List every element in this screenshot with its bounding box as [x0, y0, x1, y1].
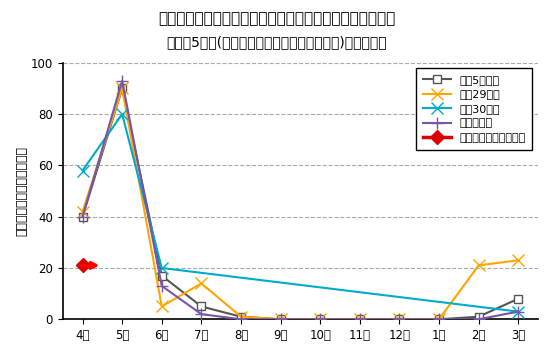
過去5年平均 — [475, 315, 482, 319]
令和元年度 — [317, 317, 324, 321]
令和元年度 — [238, 317, 244, 321]
Line: 令和元年度: 令和元年度 — [77, 75, 524, 325]
平成29年度 — [515, 258, 521, 262]
平成29年度 — [159, 304, 165, 308]
過去5年平均 — [159, 273, 165, 278]
令和元年度 — [277, 317, 284, 321]
平成29年度 — [238, 315, 244, 319]
令和元年度 — [357, 317, 363, 321]
Y-axis label: 環境基準超過時間（時間）: 環境基準超過時間（時間） — [15, 146, 28, 236]
平成30年度 — [79, 169, 86, 173]
Legend: 過去5年平均, 平成29年度, 平成30年度, 令和元年度, 令和２年度（速報値）: 過去5年平均, 平成29年度, 平成30年度, 令和元年度, 令和２年度（速報値… — [416, 69, 533, 150]
過去5年平均 — [79, 215, 86, 219]
平成30年度 — [119, 112, 126, 116]
令和元年度 — [159, 284, 165, 288]
過去5年平均 — [119, 86, 126, 91]
過去5年平均 — [317, 317, 324, 321]
過去5年平均 — [198, 304, 205, 308]
Line: 平成30年度: 平成30年度 — [77, 109, 524, 317]
平成29年度 — [79, 210, 86, 214]
Text: グラフ：岩手県内の光化学オキシダント環境基準超過状況: グラフ：岩手県内の光化学オキシダント環境基準超過状況 — [158, 11, 395, 26]
平成29年度 — [396, 317, 403, 321]
平成29年度 — [317, 317, 324, 321]
令和元年度 — [396, 317, 403, 321]
過去5年平均 — [357, 317, 363, 321]
Line: 過去5年平均: 過去5年平均 — [79, 84, 523, 323]
令和元年度 — [79, 215, 86, 219]
令和元年度 — [436, 317, 442, 321]
平成29年度 — [119, 86, 126, 91]
Text: （県内5地点(盛岡、北上、奥州、一関、宮古)の平均値）: （県内5地点(盛岡、北上、奥州、一関、宮古)の平均値） — [166, 36, 387, 50]
過去5年平均 — [396, 317, 403, 321]
平成29年度 — [277, 317, 284, 321]
過去5年平均 — [238, 315, 244, 319]
過去5年平均 — [436, 317, 442, 321]
令和元年度 — [198, 312, 205, 316]
平成29年度 — [436, 317, 442, 321]
平成29年度 — [475, 263, 482, 267]
平成29年度 — [357, 317, 363, 321]
平成30年度 — [515, 310, 521, 314]
令和元年度 — [515, 310, 521, 314]
Line: 平成29年度: 平成29年度 — [77, 83, 524, 325]
過去5年平均 — [277, 317, 284, 321]
平成29年度 — [198, 281, 205, 286]
令和元年度 — [475, 317, 482, 321]
過去5年平均 — [515, 297, 521, 301]
平成30年度 — [159, 266, 165, 270]
令和元年度 — [119, 79, 126, 83]
